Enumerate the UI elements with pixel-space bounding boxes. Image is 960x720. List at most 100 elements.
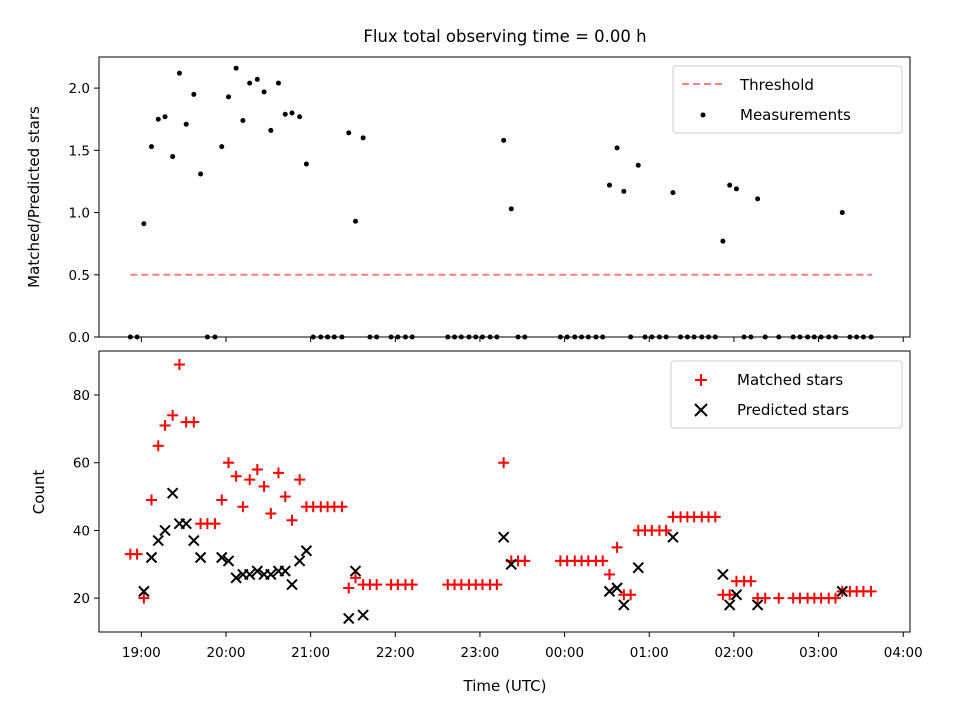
matched-star-point [336, 501, 348, 513]
predicted-x-b [717, 568, 729, 581]
predicted-star-point [730, 589, 743, 601]
top-y-tick-label: 1.5 [69, 143, 90, 159]
measurement-point [733, 186, 739, 192]
predicted-x-b [194, 551, 207, 564]
x-tick-label: 01:00 [630, 645, 669, 661]
predicted-x-b [505, 558, 517, 570]
predicted-x-b [243, 568, 256, 581]
predicted-star-point [717, 568, 729, 581]
bottom-axes-frame [98, 350, 911, 633]
matched-star-point [603, 568, 615, 580]
predicted-star-point [152, 534, 164, 547]
predicted-star-point [222, 555, 235, 567]
matched-star-point [294, 474, 306, 486]
predicted-star-point [751, 599, 764, 611]
predicted-x-b [357, 609, 369, 621]
x-tick-label: 03:00 [799, 645, 838, 661]
matched-star-point [188, 416, 200, 428]
measurement-point [261, 89, 267, 95]
matched-star-point [145, 494, 157, 506]
matched-star-point [272, 467, 284, 479]
measurement-point [614, 145, 620, 151]
predicted-star-point [243, 568, 256, 581]
predicted-star-point [723, 599, 736, 611]
matched-star-point [759, 592, 771, 604]
predicted-star-point [343, 612, 355, 625]
measurement-point [240, 117, 246, 123]
measurement-point [621, 188, 627, 194]
top-y-tick-label: 1.0 [69, 206, 90, 222]
measurement-point [720, 238, 726, 244]
predicted-x-b [251, 565, 264, 577]
matched-star-point [265, 508, 277, 520]
predicted-star-point [265, 568, 277, 581]
matched-star-point [159, 419, 171, 431]
predicted-x-b [300, 545, 313, 557]
x-tick-label: 00:00 [545, 645, 584, 661]
predicted-x-b [667, 531, 679, 543]
matched-star-point [209, 518, 221, 530]
measurement-point [148, 144, 154, 150]
predicted-star-point [216, 551, 228, 564]
measurement-point [346, 130, 352, 136]
predicted-x-b [723, 599, 736, 611]
predicted-star-point [293, 555, 306, 567]
bottom-x-ticks: 19:00 20:00 21:00 22:00 23:00 00:00 01:00 02:00… [122, 632, 923, 661]
top-y-axis-label: Matched/Predicted stars [25, 106, 43, 288]
measurement-point [353, 218, 359, 224]
measurement-point [141, 221, 147, 227]
matched-star-point [611, 541, 623, 553]
predicted-x-b [180, 517, 192, 530]
matched-star-point [131, 548, 143, 560]
measurements-legend-label: Measurements [740, 106, 851, 124]
matched-star-point [138, 592, 150, 604]
bottom-y-ticks: 20 40 60 80 [73, 388, 99, 607]
measurement-point [268, 127, 274, 133]
predicted-star-point [138, 585, 150, 598]
chart-title: Flux total observing time = 0.00 h [363, 27, 646, 46]
predicted-x-b [145, 551, 158, 564]
measurement-point [162, 114, 168, 120]
predicted-star-point [194, 551, 207, 564]
predicted-x-b [265, 568, 277, 581]
matched-star-point [371, 579, 383, 591]
matched-legend-swatch [695, 374, 707, 386]
measurement-point [606, 182, 612, 188]
measurement-point [176, 70, 182, 76]
measurement-point [282, 111, 288, 117]
predicted-star-point [279, 565, 291, 577]
predicted-star-point [357, 609, 369, 621]
matched-star-point [724, 589, 736, 601]
measurement-point [360, 135, 366, 141]
matched-star-point [216, 494, 228, 506]
matched-legend-label: Matched stars [737, 371, 843, 389]
predicted-x-b [632, 561, 644, 574]
measurements-legend-swatch [700, 112, 706, 118]
predicted-x-b [152, 534, 164, 547]
predicted-star-point [188, 534, 200, 547]
predicted-star-point [145, 551, 158, 564]
predicted-star-point [632, 561, 644, 574]
predicted-x-b [603, 585, 616, 598]
predicted-x-b [230, 572, 242, 584]
matched-star-point [251, 463, 263, 475]
predicted-x-b [166, 487, 179, 499]
matched-star-point [709, 511, 721, 523]
matched-star-point [258, 480, 270, 492]
matched-star-point [286, 514, 298, 526]
bottom-legend-box [670, 360, 903, 429]
matched-star-point [244, 474, 256, 486]
predicted-x-b [138, 585, 150, 598]
measurement-point [670, 190, 676, 196]
matched-star-point [223, 457, 235, 469]
measurement-point [198, 171, 204, 177]
measurement-point [501, 137, 507, 143]
matched-star-point [406, 579, 418, 591]
matched-star-point [230, 470, 242, 482]
x-axis-label: Time (UTC) [463, 677, 547, 695]
matched-star-point [625, 589, 637, 601]
predicted-star-point [251, 565, 264, 577]
matched-star-point [343, 582, 355, 594]
measurement-point [233, 65, 239, 71]
top-y-tick-label: 0.0 [69, 330, 90, 346]
